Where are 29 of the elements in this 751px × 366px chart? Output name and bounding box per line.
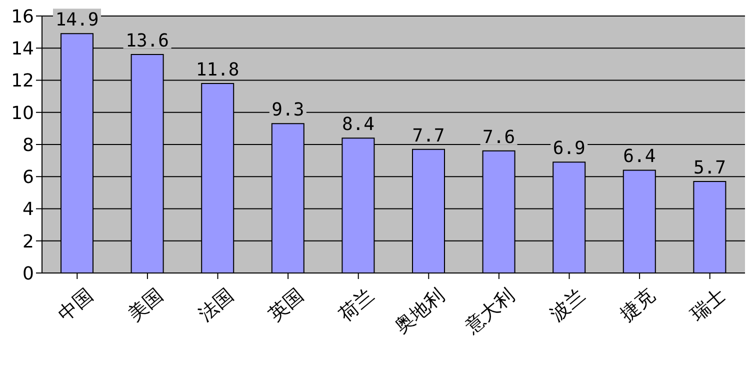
y-tick-label: 2 (22, 231, 34, 252)
y-tick-label: 12 (11, 70, 34, 92)
data-label: 6.9 (552, 138, 586, 160)
x-tick-label: 捷克 (616, 284, 660, 326)
x-tick-label: 波兰 (546, 284, 590, 326)
data-label: 9.3 (272, 100, 304, 121)
y-tick-label: 16 (11, 6, 34, 28)
y-tick-label: 0 (22, 263, 34, 284)
x-tick-label: 美国 (124, 284, 168, 326)
y-tick-label: 8 (22, 134, 34, 156)
data-label: 7.7 (412, 125, 445, 146)
x-tick-label: 荷兰 (335, 284, 378, 326)
data-label: 7.6 (482, 126, 516, 148)
x-tick-label: 中国 (54, 284, 98, 326)
y-tick-label: 4 (22, 199, 34, 220)
data-label: 13.6 (126, 30, 169, 52)
data-label: 8.4 (342, 114, 374, 136)
data-label: 6.4 (623, 146, 656, 168)
x-tick-label: 瑞士 (686, 284, 730, 326)
y-tick-label: 14 (11, 38, 34, 60)
x-tick-label: 英国 (264, 284, 308, 326)
x-tick-label: 意大利 (460, 284, 519, 339)
data-label: 11.8 (196, 59, 240, 80)
x-tick-label: 法国 (194, 284, 238, 326)
data-label: 5.7 (693, 157, 726, 178)
y-tick-label: 10 (11, 102, 34, 124)
y-tick-label: 6 (22, 167, 34, 188)
data-label: 14.9 (55, 10, 99, 31)
x-tick-label: 奥地利 (390, 284, 449, 338)
